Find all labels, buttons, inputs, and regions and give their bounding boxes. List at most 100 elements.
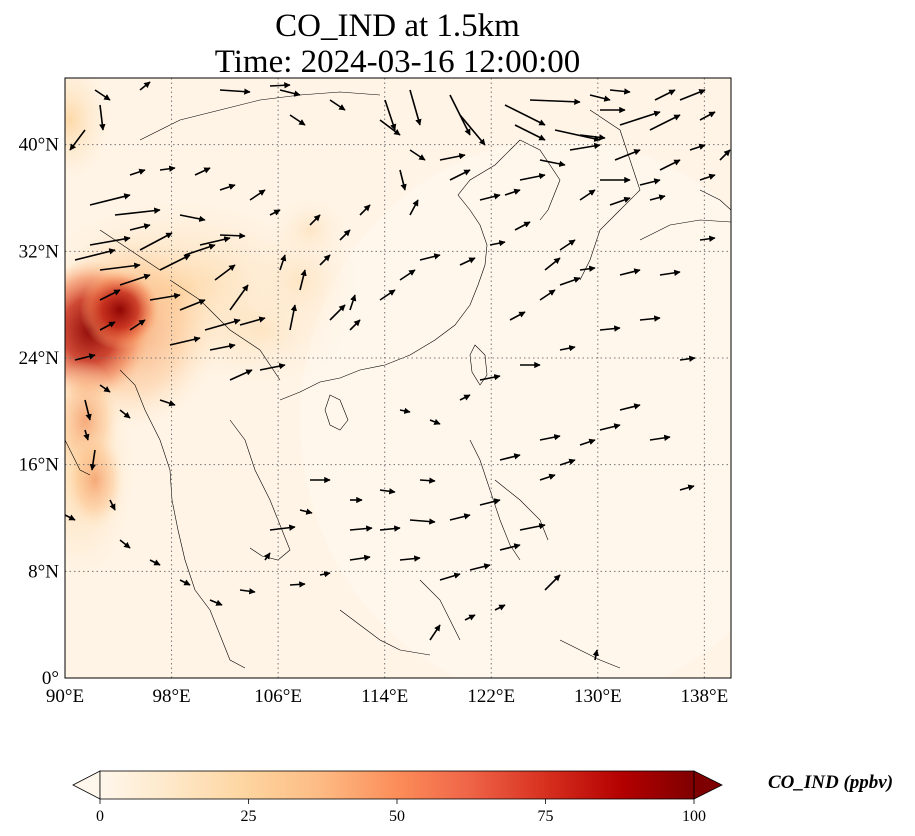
wind-arrow [619, 268, 641, 276]
plot-title: CO_IND at 1.5km [275, 8, 520, 44]
wind-arrow [409, 199, 419, 216]
colorbar-ramp [99, 770, 695, 800]
wind-arrow [65, 514, 76, 521]
wind-arrow [379, 119, 401, 136]
longitude-tick-labels: 90°E 98°E 106°E 114°E 122°E 130°E 138°E [46, 686, 728, 707]
wind-arrow [679, 484, 695, 491]
wind-arrow [249, 189, 266, 201]
wind-arrow [349, 294, 357, 311]
wind-arrow [689, 143, 706, 151]
lat-tick-label: 40°N [19, 135, 60, 156]
wind-arrow [279, 254, 287, 271]
wind-arrow [219, 88, 251, 95]
wind-arrow [379, 525, 401, 532]
wind-arrow [494, 604, 506, 611]
wind-arrow [169, 336, 201, 346]
wind-arrow [209, 599, 223, 606]
wind-arrow [289, 304, 298, 331]
wind-arrow [504, 104, 546, 126]
map-frame [64, 77, 732, 679]
wind-arrow [539, 159, 566, 168]
lon-tick-label: 122°E [467, 686, 515, 707]
wind-arrow [299, 508, 313, 515]
lon-tick-label: 106°E [254, 686, 302, 707]
wind-arrow [149, 559, 161, 566]
wind-arrow [99, 289, 121, 301]
wind-arrow [469, 563, 491, 571]
wind-arrow [699, 173, 716, 181]
wind-arrow [119, 273, 151, 286]
wind-arrow [139, 81, 151, 91]
wind-arrow [99, 104, 106, 131]
wind-arrow [289, 114, 306, 126]
wind-arrow [609, 88, 631, 95]
colorbar-ticks: 0 25 50 75 100 [96, 799, 706, 825]
wind-arrow [589, 94, 611, 102]
wind-arrow [514, 124, 546, 141]
wind-arrow [409, 149, 426, 161]
wind-arrow [289, 581, 306, 588]
wind-arrow [109, 499, 116, 511]
wind-arrow [279, 89, 301, 97]
wind-arrow [579, 438, 596, 446]
wind-arrow [119, 539, 131, 549]
wind-arrow [419, 477, 436, 484]
wind-arrow [559, 276, 581, 286]
wind-arrow [639, 315, 661, 322]
wind-arrow [429, 418, 441, 425]
wind-arrow [219, 183, 236, 191]
colorbar-tick-label: 100 [682, 808, 706, 825]
wind-arrow [519, 522, 546, 531]
wind-arrow [679, 89, 706, 101]
wind-arrow [119, 409, 131, 419]
wind-arrow [399, 555, 421, 562]
wind-arrow [269, 524, 296, 531]
wind-arrow [479, 373, 501, 381]
wind-arrow [609, 196, 631, 206]
lon-tick-label: 90°E [46, 686, 84, 707]
colorbar-tick-label: 0 [96, 808, 104, 825]
wind-arrow [184, 243, 216, 256]
wind-arrow [83, 429, 90, 441]
wind-arrow [349, 319, 361, 331]
wind-arrow [214, 264, 236, 281]
wind-arrow [339, 229, 351, 241]
wind-arrow [529, 98, 581, 105]
wind-arrow [649, 114, 681, 131]
wind-arrow [349, 554, 371, 562]
wind-arrow [384, 99, 397, 131]
wind-arrow [409, 518, 436, 525]
wind-arrow [229, 369, 253, 381]
wind-arrow [89, 235, 131, 246]
wind-arrow [449, 513, 471, 521]
wind-arrow [619, 110, 661, 126]
lat-tick-label: 24°N [19, 348, 60, 369]
wind-arrow [489, 239, 506, 247]
wind-arrow [499, 543, 521, 551]
wind-arrow [659, 269, 681, 277]
wind-arrow [614, 149, 641, 161]
wind-arrow [159, 165, 176, 172]
wind-arrow [459, 257, 476, 266]
wind-arrow [349, 525, 373, 532]
wind-arrow [599, 325, 621, 332]
wind-arrow [209, 342, 236, 351]
wind-arrow [539, 473, 556, 481]
wind-arrow [259, 362, 286, 371]
wind-arrow [579, 265, 596, 272]
wind-arrow [379, 289, 396, 301]
wind-arrow [569, 142, 601, 151]
wind-arrow [239, 588, 256, 595]
colorbar-extend-max [693, 770, 723, 800]
wind-arrow [379, 488, 396, 495]
wind-arrow [194, 167, 211, 176]
wind-arrow [159, 399, 176, 407]
wind-arrow [99, 384, 111, 393]
wind-arrow [329, 99, 346, 111]
wind-arrow [599, 423, 621, 431]
wind-arrow [99, 321, 116, 331]
wind-arrow [699, 111, 716, 121]
wind-arrow [559, 344, 576, 352]
wind-arrow [399, 169, 407, 191]
